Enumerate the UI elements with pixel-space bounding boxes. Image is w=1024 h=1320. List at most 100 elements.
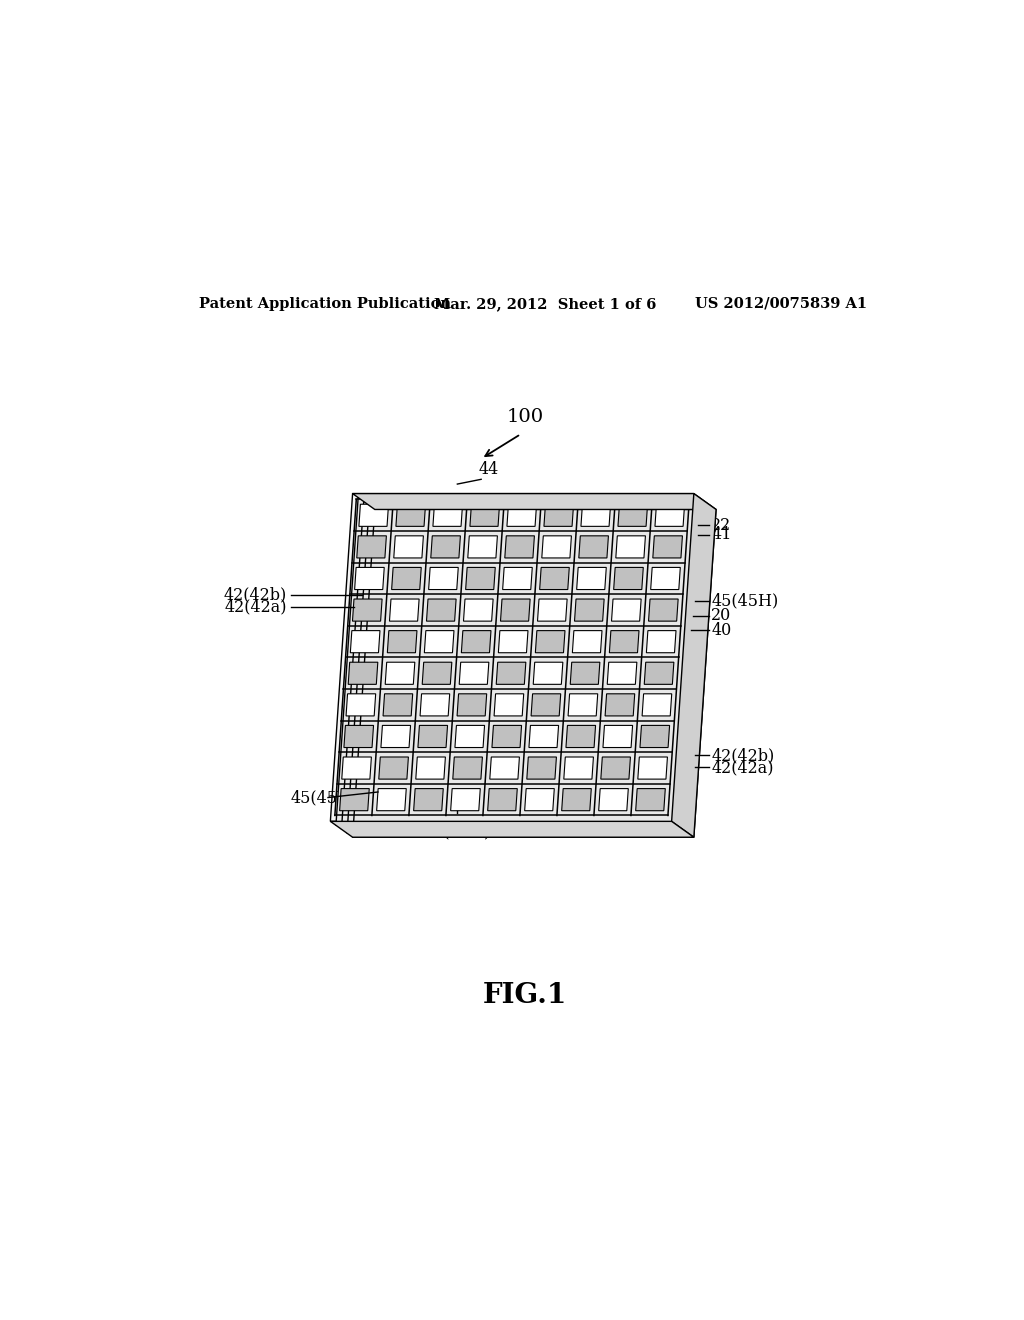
Polygon shape bbox=[341, 502, 705, 829]
Polygon shape bbox=[352, 510, 716, 837]
Polygon shape bbox=[487, 788, 517, 810]
Polygon shape bbox=[358, 504, 388, 527]
Polygon shape bbox=[331, 494, 694, 821]
Polygon shape bbox=[420, 694, 450, 715]
Polygon shape bbox=[340, 788, 370, 810]
Polygon shape bbox=[342, 756, 372, 779]
Polygon shape bbox=[348, 663, 378, 684]
Text: 45(45V): 45(45V) bbox=[291, 789, 355, 807]
Polygon shape bbox=[468, 536, 498, 558]
Polygon shape bbox=[347, 506, 711, 833]
Polygon shape bbox=[646, 631, 676, 652]
Polygon shape bbox=[383, 694, 413, 715]
Polygon shape bbox=[433, 504, 463, 527]
Polygon shape bbox=[494, 694, 523, 715]
Text: 45(45H): 45(45H) bbox=[712, 593, 778, 610]
Polygon shape bbox=[457, 694, 486, 715]
Polygon shape bbox=[615, 536, 645, 558]
Polygon shape bbox=[529, 726, 558, 747]
Polygon shape bbox=[453, 756, 482, 779]
Polygon shape bbox=[603, 726, 633, 747]
Polygon shape bbox=[503, 568, 532, 590]
Polygon shape bbox=[526, 756, 556, 779]
Polygon shape bbox=[387, 631, 417, 652]
Polygon shape bbox=[331, 821, 694, 837]
Polygon shape bbox=[599, 788, 629, 810]
Polygon shape bbox=[638, 756, 668, 779]
Text: 40: 40 bbox=[712, 622, 731, 639]
Polygon shape bbox=[389, 599, 419, 622]
Polygon shape bbox=[564, 756, 594, 779]
Polygon shape bbox=[570, 663, 600, 684]
Polygon shape bbox=[544, 504, 573, 527]
Polygon shape bbox=[466, 568, 496, 590]
Polygon shape bbox=[653, 536, 682, 558]
Polygon shape bbox=[422, 663, 452, 684]
Text: 42(42a): 42(42a) bbox=[224, 598, 287, 615]
Polygon shape bbox=[642, 694, 672, 715]
Polygon shape bbox=[429, 568, 459, 590]
Polygon shape bbox=[464, 599, 494, 622]
Polygon shape bbox=[601, 756, 631, 779]
Polygon shape bbox=[431, 536, 461, 558]
Polygon shape bbox=[470, 504, 500, 527]
Polygon shape bbox=[489, 756, 519, 779]
Polygon shape bbox=[531, 694, 561, 715]
Polygon shape bbox=[394, 536, 423, 558]
Polygon shape bbox=[640, 726, 670, 747]
Text: 42(42b): 42(42b) bbox=[223, 586, 287, 603]
Polygon shape bbox=[577, 568, 606, 590]
Polygon shape bbox=[536, 631, 565, 652]
Polygon shape bbox=[497, 663, 526, 684]
Polygon shape bbox=[350, 631, 380, 652]
Polygon shape bbox=[581, 504, 610, 527]
Polygon shape bbox=[352, 494, 716, 510]
Polygon shape bbox=[617, 504, 647, 527]
Text: Mar. 29, 2012  Sheet 1 of 6: Mar. 29, 2012 Sheet 1 of 6 bbox=[433, 297, 656, 310]
Text: 45(45H): 45(45H) bbox=[424, 822, 490, 840]
Polygon shape bbox=[385, 663, 415, 684]
Polygon shape bbox=[346, 694, 376, 715]
Text: 44: 44 bbox=[479, 461, 500, 478]
Polygon shape bbox=[396, 504, 426, 527]
Polygon shape bbox=[492, 726, 521, 747]
Text: 42(42a): 42(42a) bbox=[712, 759, 774, 776]
Polygon shape bbox=[568, 694, 598, 715]
Polygon shape bbox=[499, 631, 528, 652]
Text: 42(42b): 42(42b) bbox=[712, 747, 774, 764]
Polygon shape bbox=[424, 631, 454, 652]
Polygon shape bbox=[377, 788, 407, 810]
Text: FIG.1: FIG.1 bbox=[482, 982, 567, 1010]
Polygon shape bbox=[352, 599, 382, 622]
Polygon shape bbox=[648, 599, 678, 622]
Polygon shape bbox=[505, 536, 535, 558]
Polygon shape bbox=[572, 631, 602, 652]
Polygon shape bbox=[672, 494, 716, 837]
Polygon shape bbox=[605, 694, 635, 715]
Polygon shape bbox=[462, 631, 490, 652]
Text: 22: 22 bbox=[712, 517, 731, 533]
Polygon shape bbox=[607, 663, 637, 684]
Text: 100: 100 bbox=[506, 408, 544, 426]
Text: Patent Application Publication: Patent Application Publication bbox=[200, 297, 452, 310]
Text: US 2012/0075839 A1: US 2012/0075839 A1 bbox=[695, 297, 867, 310]
Polygon shape bbox=[414, 788, 443, 810]
Polygon shape bbox=[524, 788, 554, 810]
Polygon shape bbox=[579, 536, 608, 558]
Polygon shape bbox=[650, 568, 680, 590]
Polygon shape bbox=[542, 536, 571, 558]
Text: 20: 20 bbox=[712, 607, 731, 624]
Polygon shape bbox=[574, 599, 604, 622]
Polygon shape bbox=[426, 599, 456, 622]
Polygon shape bbox=[540, 568, 569, 590]
Polygon shape bbox=[416, 756, 445, 779]
Polygon shape bbox=[609, 631, 639, 652]
Polygon shape bbox=[561, 788, 591, 810]
Polygon shape bbox=[636, 788, 666, 810]
Polygon shape bbox=[336, 498, 699, 825]
Polygon shape bbox=[538, 599, 567, 622]
Polygon shape bbox=[379, 756, 409, 779]
Polygon shape bbox=[611, 599, 641, 622]
Polygon shape bbox=[459, 663, 488, 684]
Polygon shape bbox=[613, 568, 643, 590]
